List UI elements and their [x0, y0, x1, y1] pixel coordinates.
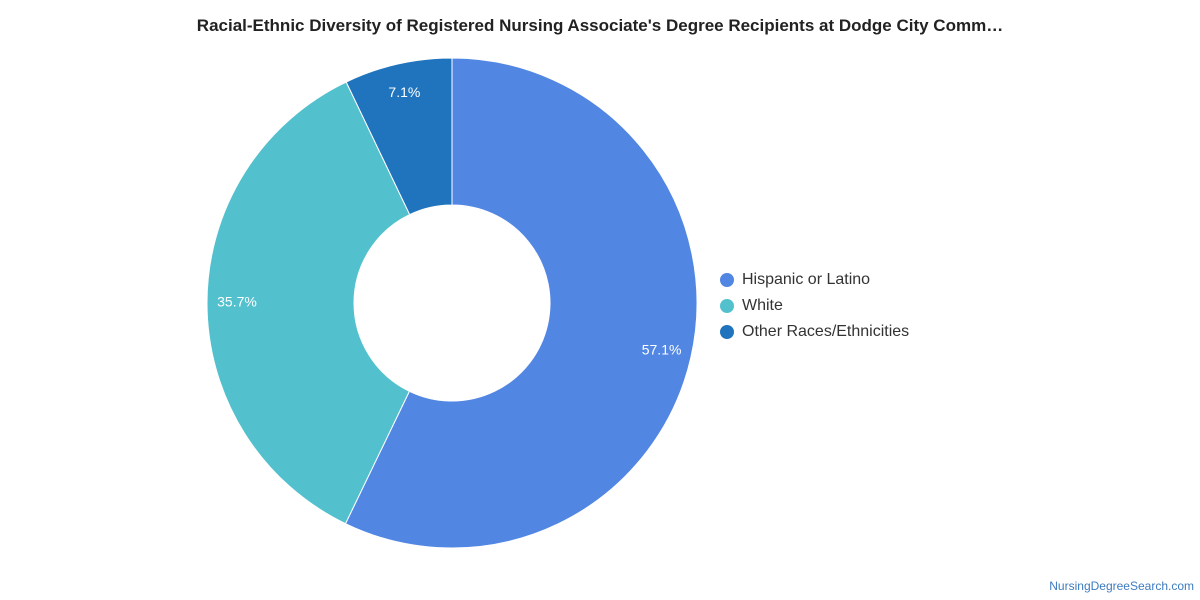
slice-labels: 57.1% 35.7% 7.1% [217, 84, 681, 358]
donut-slices [206, 57, 698, 549]
legend-item-other-races-ethnicities[interactable]: Other Races/Ethnicities [720, 319, 909, 345]
legend-swatch-hispanic-or-latino [720, 273, 734, 287]
chart-legend: Hispanic or Latino White Other Races/Eth… [720, 267, 909, 345]
legend-item-white[interactable]: White [720, 293, 909, 319]
legend-item-hispanic-or-latino[interactable]: Hispanic or Latino [720, 267, 909, 293]
slice-label-hispanic-or-latino: 57.1% [642, 342, 682, 358]
legend-swatch-white [720, 299, 734, 313]
legend-label-hispanic-or-latino: Hispanic or Latino [742, 271, 871, 288]
source-link[interactable]: NursingDegreeSearch.com [1049, 579, 1194, 593]
legend-label-other-races-ethnicities: Other Races/Ethnicities [742, 323, 910, 340]
legend-label-white: White [742, 297, 783, 314]
slice-label-other-races-ethnicities: 7.1% [388, 84, 420, 100]
legend-swatch-other-races-ethnicities [720, 325, 734, 339]
slice-hispanic-or-latino[interactable] [344, 57, 698, 549]
chart-title: Racial-Ethnic Diversity of Registered Nu… [196, 16, 1004, 35]
slice-label-white: 35.7% [217, 293, 257, 309]
slice-white[interactable] [206, 81, 411, 525]
slice-other-races-ethnicities[interactable] [345, 57, 453, 216]
